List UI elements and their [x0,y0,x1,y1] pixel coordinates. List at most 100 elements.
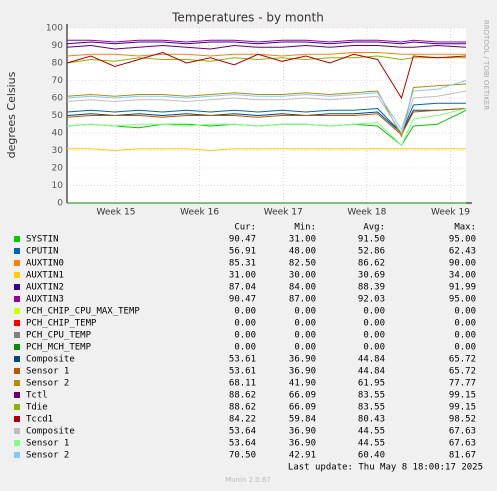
legend-stat: 0.00 [234,331,256,341]
legend-stat: 92.03 [358,295,385,305]
y-tick-label: 30 [52,146,64,156]
legend-stat: 0.00 [294,307,316,317]
x-tick-label: Week 15 [96,208,135,218]
legend-stat: 88.39 [358,283,385,293]
legend-stat: 84.00 [289,283,316,293]
series-line [66,52,466,57]
legend-label: Sensor 2 [26,379,69,389]
legend-stat: 87.04 [229,283,256,293]
legend-label: PCH_CPU_TEMP [26,331,92,341]
side-text: RRDTOOL / TOBI OETIKER [482,20,490,110]
legend-stat: 31.00 [289,235,316,245]
legend-swatch [14,260,20,266]
series-line [66,44,467,50]
y-tick-label: 100 [46,24,63,34]
legend-stat: 0.00 [234,343,256,353]
series-line [66,108,467,147]
lines [66,39,467,204]
legend-swatch [14,356,20,362]
legend-stat: 42.91 [289,451,316,461]
legend-stat: 44.55 [358,427,385,437]
legend-stat: 0.00 [234,307,256,317]
legend-stat: 85.31 [229,259,256,269]
x-tick-label: Week 19 [431,208,470,218]
legend-stat: 30.00 [289,271,316,281]
legend-stat: 56.91 [229,247,256,257]
legend-stat: 99.15 [449,391,476,401]
x-tick-label: Week 16 [180,208,219,218]
series-line [66,51,467,100]
legend-stat: 66.09 [289,391,316,401]
legend-swatch [14,308,20,314]
y-tick-label: 10 [52,181,64,191]
legend-label: PCH_CHIP_CPU_MAX_TEMP [26,307,140,317]
y-axis-label: degrees Celsius [5,71,18,158]
footer: Last update: Thu May 8 18:00:17 2025 [288,463,483,473]
legend-stat: 95.00 [449,235,476,245]
legend-swatch [14,344,20,350]
legend-stat: 65.72 [449,355,476,365]
legend-label: Sensor 1 [26,367,69,377]
legend-stat: 83.55 [358,403,385,413]
column-header: Avg: [363,223,385,233]
legend-stat: 44.84 [358,367,385,377]
series-line [67,148,466,152]
y-tick-label: 90 [52,41,64,51]
legend-stat: 90.47 [229,235,256,245]
legend-stat: 0.00 [363,319,385,329]
legend-stat: 0.00 [454,331,476,341]
legend-stat: 99.15 [449,403,476,413]
chart-title: Temperatures - by month [171,11,324,25]
legend-swatch [14,320,20,326]
legend-stat: 0.00 [454,319,476,329]
y-tick-label: 40 [52,129,64,139]
legend-stat: 36.90 [289,355,316,365]
legend-stat: 30.69 [358,271,385,281]
legend-stat: 0.00 [294,319,316,329]
legend-stat: 84.22 [229,415,256,425]
legend-stat: 36.90 [289,367,316,377]
legend-label: Sensor 1 [26,439,69,449]
legend-stat: 87.00 [289,295,316,305]
legend-stat: 31.00 [229,271,256,281]
legend-stat: 80.43 [358,415,385,425]
legend-stat: 61.95 [358,379,385,389]
legend-label: PCH_MCH_TEMP [26,343,92,353]
legend-stat: 52.86 [358,247,385,257]
legend-stat: 0.00 [363,343,385,353]
legend-swatch [14,368,20,374]
legend-label: Composite [26,427,75,437]
series-line [66,90,467,135]
legend-swatch [14,392,20,398]
legend-label: AUXTIN2 [26,283,64,293]
legend-stat: 36.90 [289,439,316,449]
legend-stat: 90.00 [449,259,476,269]
column-header: Max: [454,223,476,233]
legend-stat: 53.64 [229,439,256,449]
legend-swatch [14,248,20,254]
legend-swatch [14,404,20,410]
legend-stat: 68.11 [229,379,256,389]
legend-stat: 98.52 [449,415,476,425]
legend-label: Tccd1 [26,415,53,425]
legend-swatch [14,440,20,446]
legend-stat: 81.67 [449,451,476,461]
legend-swatch [14,272,20,278]
legend-stat: 44.84 [358,355,385,365]
legend-stat: 62.43 [449,247,476,257]
legend-stat: 77.77 [449,379,476,389]
legend-stat: 53.61 [229,367,256,377]
series-line [66,80,467,131]
legend-stat: 53.64 [229,427,256,437]
legend-label: AUXTIN0 [26,259,64,269]
legend-stat: 70.50 [229,451,256,461]
column-header: Cur: [234,223,256,233]
y-tick-label: 0 [57,199,63,209]
legend-stat: 53.61 [229,355,256,365]
legend-stat: 44.55 [358,439,385,449]
legend-stat: 34.00 [449,271,476,281]
legend-label: SYSTIN [26,235,59,245]
legend-swatch [14,236,20,242]
legend-stat: 41.90 [289,379,316,389]
legend-swatch [14,428,20,434]
